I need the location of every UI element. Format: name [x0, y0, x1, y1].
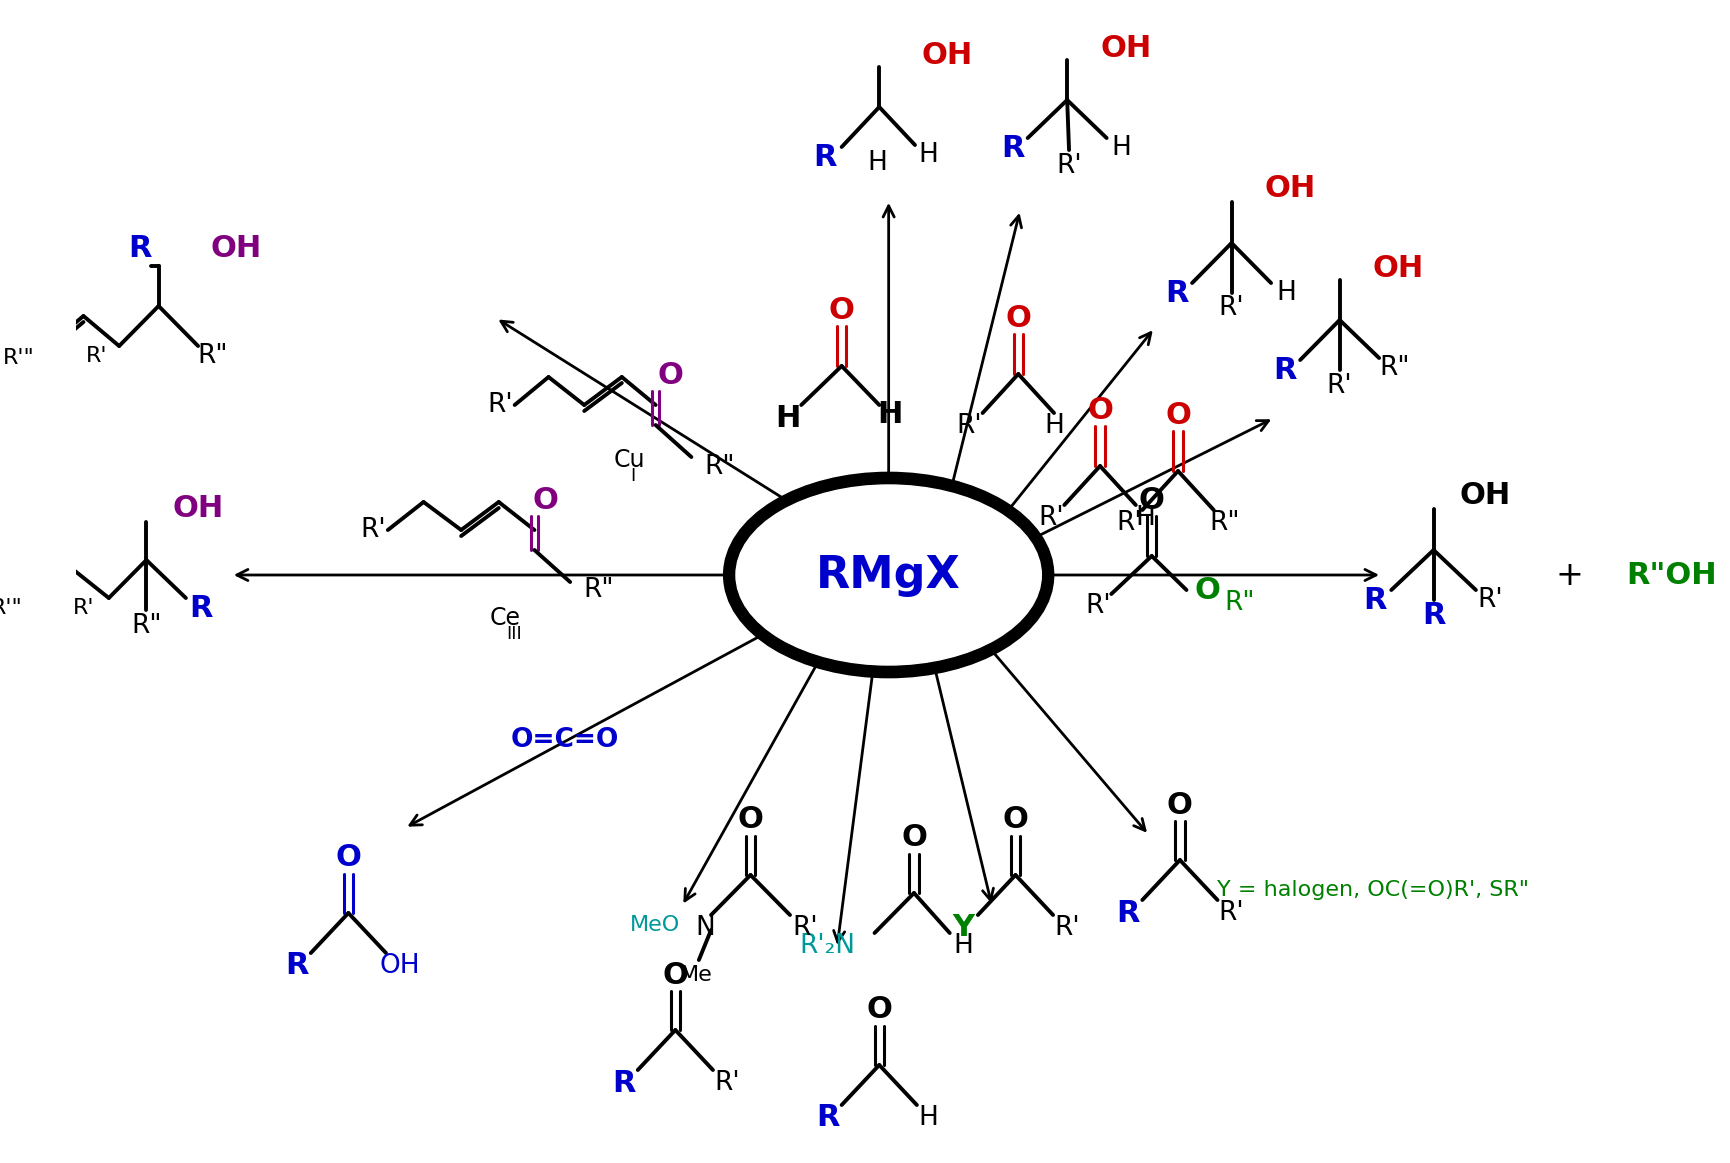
Text: R': R' [1218, 900, 1244, 926]
Text: I: I [630, 468, 635, 485]
Text: N: N [695, 915, 714, 941]
Text: R': R' [360, 518, 386, 543]
Text: Y = halogen, OC(=O)R', SR": Y = halogen, OC(=O)R', SR" [1218, 880, 1529, 900]
Text: R: R [1002, 134, 1024, 163]
Text: R': R' [792, 915, 818, 941]
Text: R': R' [73, 598, 95, 618]
Text: R": R" [583, 577, 614, 602]
Text: O: O [657, 361, 683, 390]
Text: OH: OH [173, 493, 223, 522]
Text: R": R" [1209, 511, 1240, 536]
Text: H: H [877, 400, 903, 428]
Text: +: + [1555, 558, 1583, 592]
Text: R: R [813, 143, 837, 171]
Text: H: H [919, 1105, 938, 1130]
Text: R": R" [197, 343, 228, 369]
Text: R': R' [1218, 295, 1244, 321]
Text: R': R' [85, 347, 107, 366]
Text: OH: OH [922, 41, 972, 70]
Text: R': R' [1477, 587, 1503, 613]
Text: O=C=O: O=C=O [510, 727, 619, 752]
Text: O: O [336, 843, 362, 872]
Text: R: R [1363, 585, 1387, 614]
Text: R'": R'" [3, 348, 35, 368]
Text: R: R [128, 234, 152, 263]
Text: Y: Y [953, 913, 974, 942]
Text: R': R' [488, 392, 512, 418]
Text: Ce: Ce [490, 606, 521, 630]
Text: Cu: Cu [614, 448, 645, 472]
Text: R: R [817, 1104, 839, 1133]
Text: R': R' [1116, 511, 1142, 536]
Text: OH: OH [211, 234, 261, 263]
Text: H: H [867, 150, 887, 176]
Text: R: R [1166, 278, 1189, 307]
Text: R": R" [1379, 355, 1410, 381]
Text: R': R' [1038, 505, 1064, 531]
Text: R: R [1422, 600, 1445, 629]
Text: R': R' [1327, 373, 1353, 399]
Text: R': R' [1054, 915, 1080, 941]
Text: H: H [919, 142, 938, 167]
Text: OH: OH [1372, 254, 1424, 283]
Text: O: O [663, 961, 689, 990]
Text: R'₂N: R'₂N [799, 933, 856, 959]
Text: R": R" [1225, 590, 1254, 616]
Text: R: R [1273, 356, 1298, 385]
Text: H: H [953, 933, 972, 959]
Text: O: O [901, 823, 927, 852]
Text: O: O [829, 295, 855, 324]
Text: R': R' [1085, 593, 1111, 619]
Text: OH: OH [1265, 173, 1317, 202]
Ellipse shape [732, 480, 1047, 670]
Text: O: O [1003, 806, 1028, 835]
Text: H: H [1135, 505, 1156, 531]
Text: OH: OH [1100, 34, 1150, 63]
Text: H: H [1277, 280, 1296, 306]
Text: R"OH: R"OH [1626, 561, 1716, 590]
Text: III: III [507, 625, 522, 643]
Text: OH: OH [381, 952, 420, 979]
Text: H: H [1112, 135, 1131, 160]
Text: R': R' [957, 413, 983, 438]
Text: O: O [1194, 576, 1220, 605]
Text: MeO: MeO [630, 915, 680, 935]
Text: OH: OH [1460, 480, 1512, 509]
Text: O: O [533, 485, 559, 514]
Text: O: O [1005, 304, 1031, 333]
Text: R: R [189, 593, 213, 622]
Text: H: H [775, 404, 801, 433]
Text: H: H [1045, 413, 1064, 438]
Text: O: O [1164, 400, 1190, 429]
Text: O: O [737, 806, 763, 835]
Text: O: O [867, 996, 893, 1025]
Text: R: R [1116, 899, 1140, 928]
Text: R'": R'" [0, 598, 22, 618]
Text: R: R [285, 951, 308, 980]
Text: O: O [1138, 485, 1164, 514]
Text: O: O [1168, 791, 1194, 820]
Text: R': R' [714, 1070, 740, 1096]
Text: O: O [1086, 395, 1112, 424]
Text: R: R [612, 1069, 635, 1098]
Text: R': R' [1057, 154, 1081, 179]
Text: R": R" [704, 454, 735, 480]
Text: R": R" [131, 613, 161, 638]
Text: Me: Me [680, 965, 713, 985]
Text: RMgX: RMgX [817, 554, 962, 597]
Ellipse shape [735, 485, 1041, 665]
